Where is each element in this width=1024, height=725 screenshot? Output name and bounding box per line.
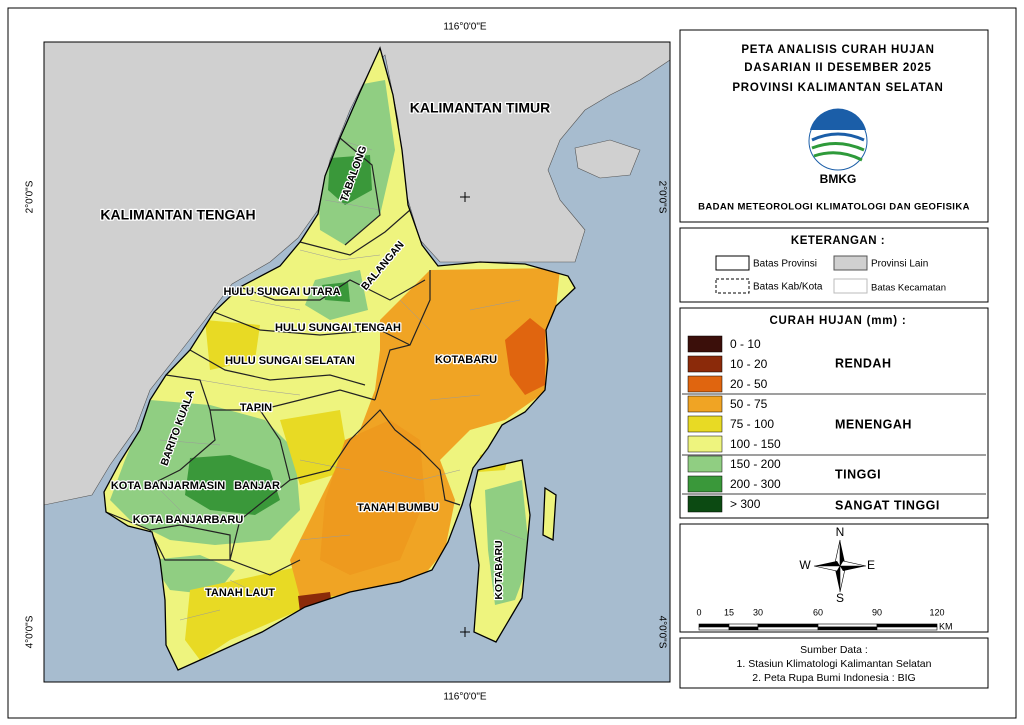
logo-text: BMKG	[820, 172, 857, 186]
scale-segment	[757, 626, 819, 631]
coord-label: 4°0'0"S	[25, 615, 36, 648]
scale-tick-label: 0	[696, 607, 701, 617]
legend-item: Batas Kab/Kota	[753, 282, 823, 293]
class-label: 100 - 150	[730, 437, 781, 451]
map-label: HULU SUNGAI SELATAN	[225, 355, 355, 367]
class-label: 50 - 75	[730, 397, 768, 411]
class-swatch	[687, 375, 723, 393]
class-swatch	[687, 475, 723, 493]
compass-box	[679, 523, 989, 633]
category-label: TINGGI	[835, 467, 881, 481]
compass-s: S	[836, 591, 844, 605]
map-label: TAPIN	[240, 402, 272, 414]
map-label: KOTABARU	[435, 354, 497, 366]
legend-swatch	[833, 255, 868, 271]
coord-label: 116°0'0"E	[443, 22, 487, 33]
category-label: MENENGAH	[835, 417, 912, 431]
map-label: BANJAR	[234, 480, 280, 492]
scale-segment	[876, 623, 938, 628]
scale-segment	[728, 626, 759, 631]
scale-unit: KM	[939, 621, 953, 631]
map-frame: KALIMANTAN TIMUR KALIMANTAN TENGAH TABAL…	[44, 42, 670, 682]
scale-tick-label: 90	[872, 607, 882, 617]
scale-tick-label: 30	[753, 607, 763, 617]
legend-swatch	[715, 255, 750, 271]
scale-tick-label: 120	[929, 607, 944, 617]
category-label: RENDAH	[835, 356, 891, 370]
title-line: PROVINSI KALIMANTAN SELATAN	[732, 82, 943, 94]
graticule-cross	[460, 192, 470, 637]
legend-item: Batas Provinsi	[753, 259, 817, 270]
legend-swatch	[833, 278, 868, 294]
class-swatch	[687, 495, 723, 513]
legend-item: Batas Kecamatan	[871, 283, 946, 294]
map-label: HULU SUNGAI TENGAH	[275, 322, 401, 334]
legend-item: Provinsi Lain	[871, 259, 928, 270]
coord-label: 2°0'0"S	[656, 181, 667, 214]
map-label: KALIMANTAN TIMUR	[410, 100, 551, 116]
title-line: DASARIAN II DESEMBER 2025	[744, 62, 931, 74]
compass-w: W	[799, 558, 811, 572]
map-label: KOTABARU	[493, 540, 505, 599]
class-label: 200 - 300	[730, 477, 781, 491]
scale-segment	[817, 626, 878, 631]
rainfall-legend-title: CURAH HUJAN (mm) :	[769, 315, 906, 327]
class-swatch	[687, 335, 723, 353]
class-label: 0 - 10	[730, 337, 761, 351]
source-item: 2. Peta Rupa Bumi Indonesia : BIG	[752, 672, 915, 684]
compass-e: E	[867, 558, 875, 572]
legend-title: KETERANGAN :	[791, 235, 885, 247]
map-label: TANAH BUMBU	[357, 502, 439, 514]
class-swatch	[687, 435, 723, 453]
scale-segment	[817, 623, 878, 628]
class-swatch	[687, 395, 723, 413]
scale-segment	[728, 623, 759, 628]
coord-label: 2°0'0"S	[25, 180, 36, 213]
rainfall-classes: 0 - 10 10 - 20 20 - 50 50 - 75 75 - 100 100 -…	[687, 335, 781, 513]
scale-bar: 0 15 30 60 90 120	[696, 607, 945, 631]
class-swatch	[687, 415, 723, 433]
scale-tick-label: 15	[724, 607, 734, 617]
compass-n: N	[836, 525, 845, 539]
source-item: 1. Stasiun Klimatologi Kalimantan Selata…	[737, 658, 932, 670]
class-swatch	[687, 355, 723, 373]
class-label: > 300	[730, 497, 761, 511]
sources-box	[679, 637, 989, 689]
legend-swatch	[715, 278, 750, 294]
compass-rose	[813, 539, 867, 593]
class-label: 150 - 200	[730, 457, 781, 471]
coord-label: 116°0'0"E	[443, 692, 487, 703]
scale-segment	[698, 623, 730, 628]
rainfall-legend-box	[679, 307, 989, 519]
map-label: KOTA BANJARBARU	[133, 514, 244, 526]
category-label: SANGAT TINGGI	[835, 498, 940, 512]
map-label: TANAH LAUT	[205, 587, 275, 599]
scale-segment	[876, 626, 938, 631]
map-label: KALIMANTAN TENGAH	[100, 207, 255, 223]
bmkg-logo	[808, 108, 868, 171]
agency-name: BADAN METEOROLOGI KLIMATOLOGI DAN GEOFIS…	[698, 202, 970, 213]
map-label: KOTA BANJARMASIN	[111, 480, 225, 492]
scale-tick-label: 60	[813, 607, 823, 617]
sources-title: Sumber Data :	[800, 644, 868, 656]
class-label: 20 - 50	[730, 377, 768, 391]
class-swatch	[687, 455, 723, 473]
class-label: 10 - 20	[730, 357, 768, 371]
map-border	[43, 41, 671, 683]
coord-label: 4°0'0"S	[656, 616, 667, 649]
category-divider	[682, 393, 986, 495]
scale-segment	[698, 626, 730, 631]
title-line: PETA ANALISIS CURAH HUJAN	[741, 44, 934, 56]
class-label: 75 - 100	[730, 417, 774, 431]
other-province-island	[574, 139, 641, 179]
scale-segment	[757, 623, 819, 628]
map-label: HULU SUNGAI UTARA	[223, 286, 340, 298]
